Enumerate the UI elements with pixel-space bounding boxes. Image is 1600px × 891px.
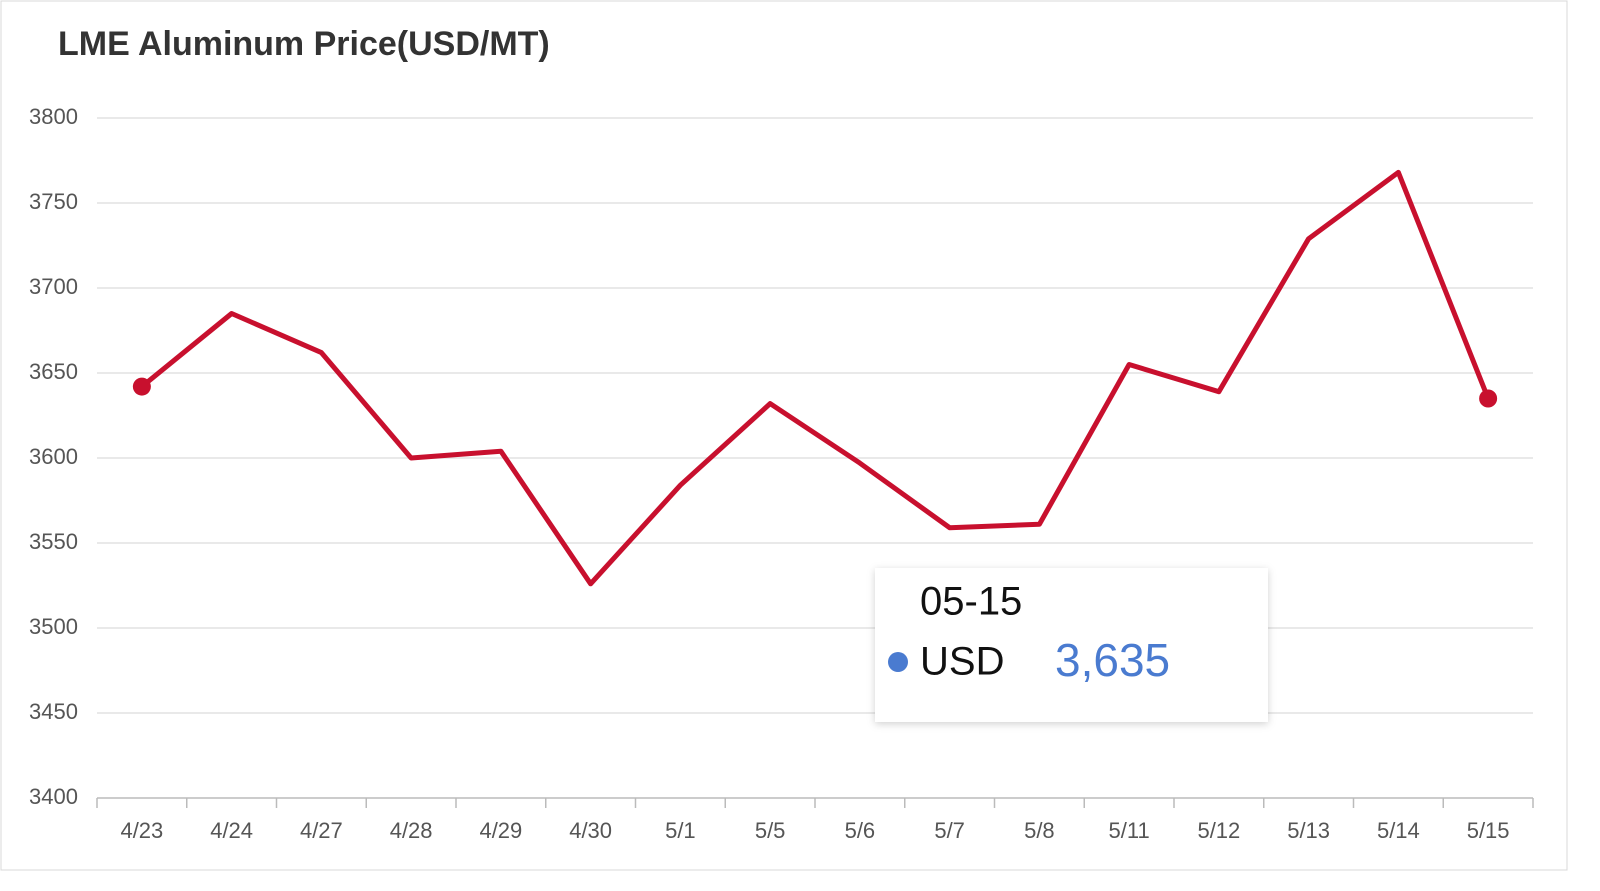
y-tick-label: 3450 — [29, 699, 78, 724]
x-tick-label: 4/27 — [300, 818, 343, 843]
x-tick-label: 4/28 — [390, 818, 433, 843]
y-tick-label: 3750 — [29, 189, 78, 214]
y-tick-label: 3650 — [29, 359, 78, 384]
tooltip: 05-15 USD 3,635 — [875, 568, 1268, 722]
x-tick-label: 5/15 — [1467, 818, 1510, 843]
y-tick-label: 3600 — [29, 444, 78, 469]
x-tick-label: 4/29 — [479, 818, 522, 843]
x-tick-label: 5/6 — [845, 818, 876, 843]
x-tick-label: 5/11 — [1109, 818, 1150, 843]
x-tick-label: 5/12 — [1197, 818, 1240, 843]
y-tick-label: 3500 — [29, 614, 78, 639]
x-tick-label: 5/1 — [665, 818, 696, 843]
tooltip-dot — [888, 652, 908, 672]
x-tick-label: 5/14 — [1377, 818, 1420, 843]
point — [1479, 389, 1498, 408]
tooltip-value: 3,635 — [1055, 634, 1170, 686]
x-tick-label: 4/23 — [120, 818, 163, 843]
x-tick-label: 5/5 — [755, 818, 786, 843]
frame — [0, 0, 1568, 871]
chart-title: LME Aluminum Price(USD/MT) — [58, 25, 550, 63]
y-tick-label: 3700 — [29, 274, 78, 299]
x-tick-label: 4/30 — [569, 818, 612, 843]
line — [140, 169, 1491, 587]
tooltip-series: USD — [920, 640, 1004, 684]
tooltip-date: 05-15 — [920, 580, 1022, 624]
y-tick-label: 3550 — [29, 529, 78, 554]
point — [132, 377, 151, 396]
tooltip-box — [875, 568, 1268, 722]
y-tick-label: 3800 — [29, 104, 78, 129]
x-tick-label: 5/13 — [1287, 818, 1330, 843]
x-tick-label: 5/8 — [1024, 818, 1055, 843]
x-tick-label: 4/24 — [210, 818, 253, 843]
x-tick-label: 5/7 — [934, 818, 965, 843]
y-tick-label: 3400 — [29, 784, 78, 809]
